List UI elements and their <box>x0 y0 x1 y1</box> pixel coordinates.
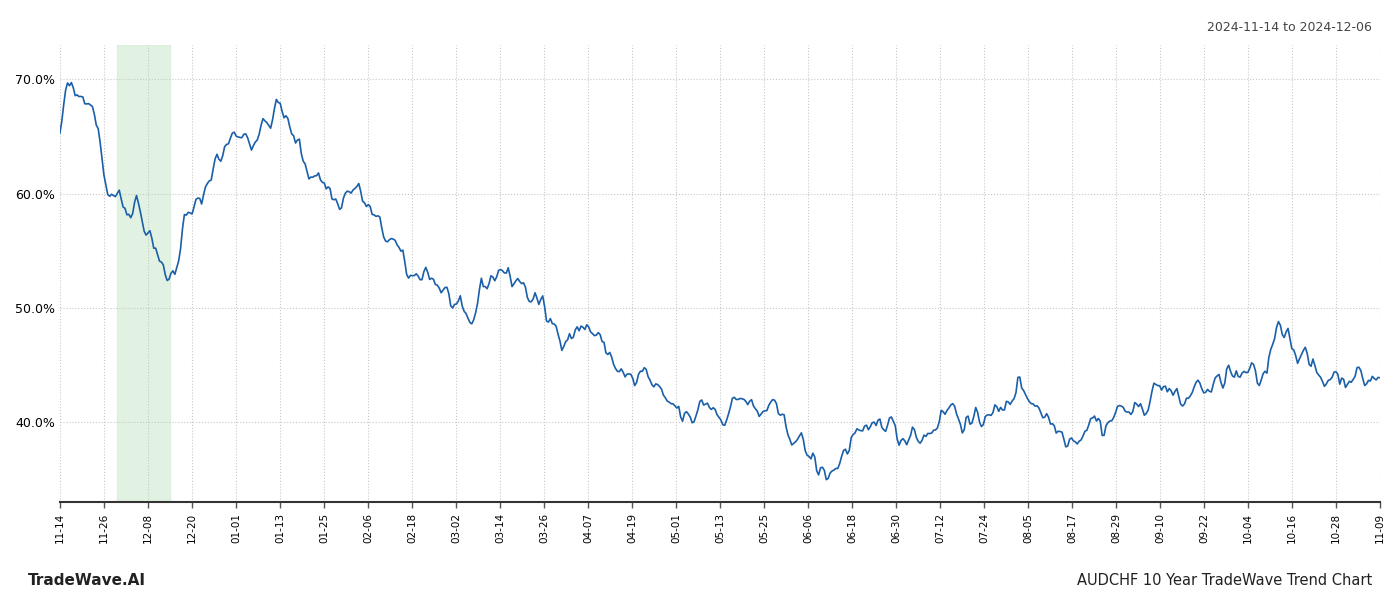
Text: TradeWave.AI: TradeWave.AI <box>28 573 146 588</box>
Text: 2024-11-14 to 2024-12-06: 2024-11-14 to 2024-12-06 <box>1207 21 1372 34</box>
Bar <box>118 45 169 502</box>
Text: AUDCHF 10 Year TradeWave Trend Chart: AUDCHF 10 Year TradeWave Trend Chart <box>1077 573 1372 588</box>
